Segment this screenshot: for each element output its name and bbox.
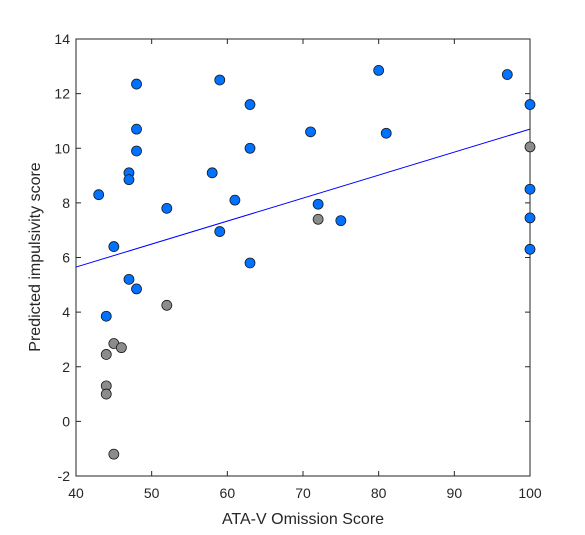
data-point-blue	[93, 189, 105, 201]
x-tick-label: 70	[295, 485, 311, 501]
data-point-blue	[524, 243, 536, 255]
y-tick-label: -2	[58, 468, 71, 484]
data-point-blue	[312, 198, 324, 210]
fit-line-layer	[75, 128, 531, 268]
y-tick-label: 10	[54, 140, 70, 156]
data-point-gray	[100, 388, 112, 400]
y-tick-label: 6	[62, 250, 70, 266]
x-tick-label: 100	[518, 485, 542, 501]
data-point-blue	[214, 226, 226, 237]
data-point-blue	[305, 126, 316, 138]
x-axis-label: ATA-V Omission Score	[222, 511, 384, 528]
x-tick-label: 90	[447, 485, 463, 501]
data-point-gray	[524, 141, 536, 153]
data-point-blue	[244, 99, 256, 110]
data-point-blue	[108, 241, 120, 252]
y-tick-label: 14	[54, 31, 70, 47]
x-tick-label: 50	[144, 485, 160, 501]
y-tick-label: 8	[62, 195, 70, 211]
data-point-blue	[123, 273, 135, 285]
y-axis-label: Predicted impulsivity score	[27, 162, 44, 352]
data-point-blue	[244, 142, 256, 154]
data-point-blue	[131, 283, 142, 295]
plot-area	[75, 38, 531, 477]
data-point-blue	[335, 215, 347, 227]
y-tick-label: 0	[62, 413, 70, 429]
data-point-blue	[131, 145, 142, 157]
data-point-blue	[131, 78, 142, 90]
data-point-blue	[244, 257, 256, 269]
x-tick-label: 60	[220, 485, 236, 501]
data-point-blue	[123, 174, 135, 186]
data-point-gray	[312, 213, 324, 225]
data-point-blue	[524, 212, 536, 224]
data-point-blue	[524, 183, 536, 195]
data-point-gray	[161, 299, 173, 311]
data-point-blue	[131, 123, 142, 135]
axis-ticks: 40 50 60 70 80 90 100 -2 0 2 4 6 8 10 12 14	[54, 31, 541, 501]
y-tick-label: 2	[62, 359, 70, 375]
x-tick-label: 80	[371, 485, 387, 501]
data-point-blue	[501, 69, 513, 80]
data-point-gray	[116, 342, 127, 354]
data-point-gray	[108, 448, 120, 460]
regression-line	[75, 128, 531, 268]
x-tick-label: 40	[68, 485, 84, 501]
data-point-blue	[161, 202, 173, 214]
data-point-blue	[206, 167, 218, 179]
data-point-blue	[373, 65, 385, 76]
data-point-blue	[229, 194, 241, 206]
data-point-blue	[380, 127, 392, 139]
data-point-blue	[524, 99, 536, 110]
data-points	[93, 65, 536, 460]
data-point-blue	[214, 74, 226, 86]
data-point-gray	[100, 349, 112, 360]
y-tick-label: 4	[62, 304, 70, 320]
y-tick-label: 12	[54, 86, 70, 102]
data-point-blue	[100, 310, 112, 322]
